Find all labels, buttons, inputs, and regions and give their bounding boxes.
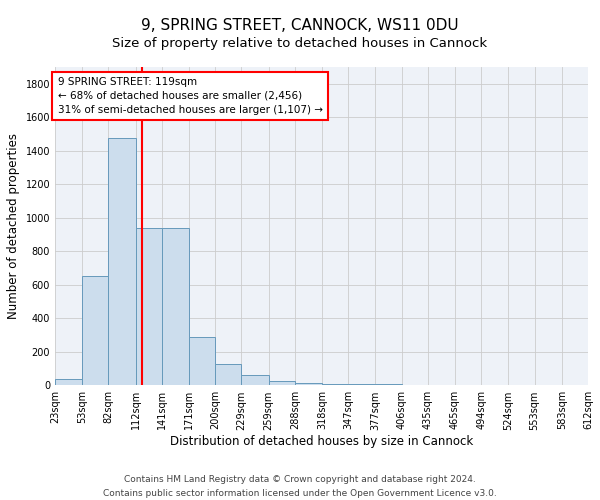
Bar [189, 336, 215, 386]
Bar [109, 138, 136, 386]
Bar [162, 228, 189, 386]
Bar [136, 228, 162, 386]
Bar [82, 276, 109, 386]
Bar [55, 378, 82, 386]
Bar [348, 384, 376, 386]
Bar [295, 384, 322, 386]
Text: 9 SPRING STREET: 119sqm
← 68% of detached houses are smaller (2,456)
31% of semi: 9 SPRING STREET: 119sqm ← 68% of detache… [58, 77, 323, 115]
Text: 9, SPRING STREET, CANNOCK, WS11 0DU: 9, SPRING STREET, CANNOCK, WS11 0DU [141, 18, 459, 32]
Bar [322, 384, 348, 386]
Bar [269, 381, 295, 386]
Y-axis label: Number of detached properties: Number of detached properties [7, 133, 20, 319]
X-axis label: Distribution of detached houses by size in Cannock: Distribution of detached houses by size … [170, 435, 473, 448]
Bar [376, 384, 401, 386]
Bar [241, 375, 269, 386]
Text: Size of property relative to detached houses in Cannock: Size of property relative to detached ho… [112, 38, 488, 51]
Bar [215, 364, 241, 386]
Text: Contains HM Land Registry data © Crown copyright and database right 2024.
Contai: Contains HM Land Registry data © Crown c… [103, 476, 497, 498]
